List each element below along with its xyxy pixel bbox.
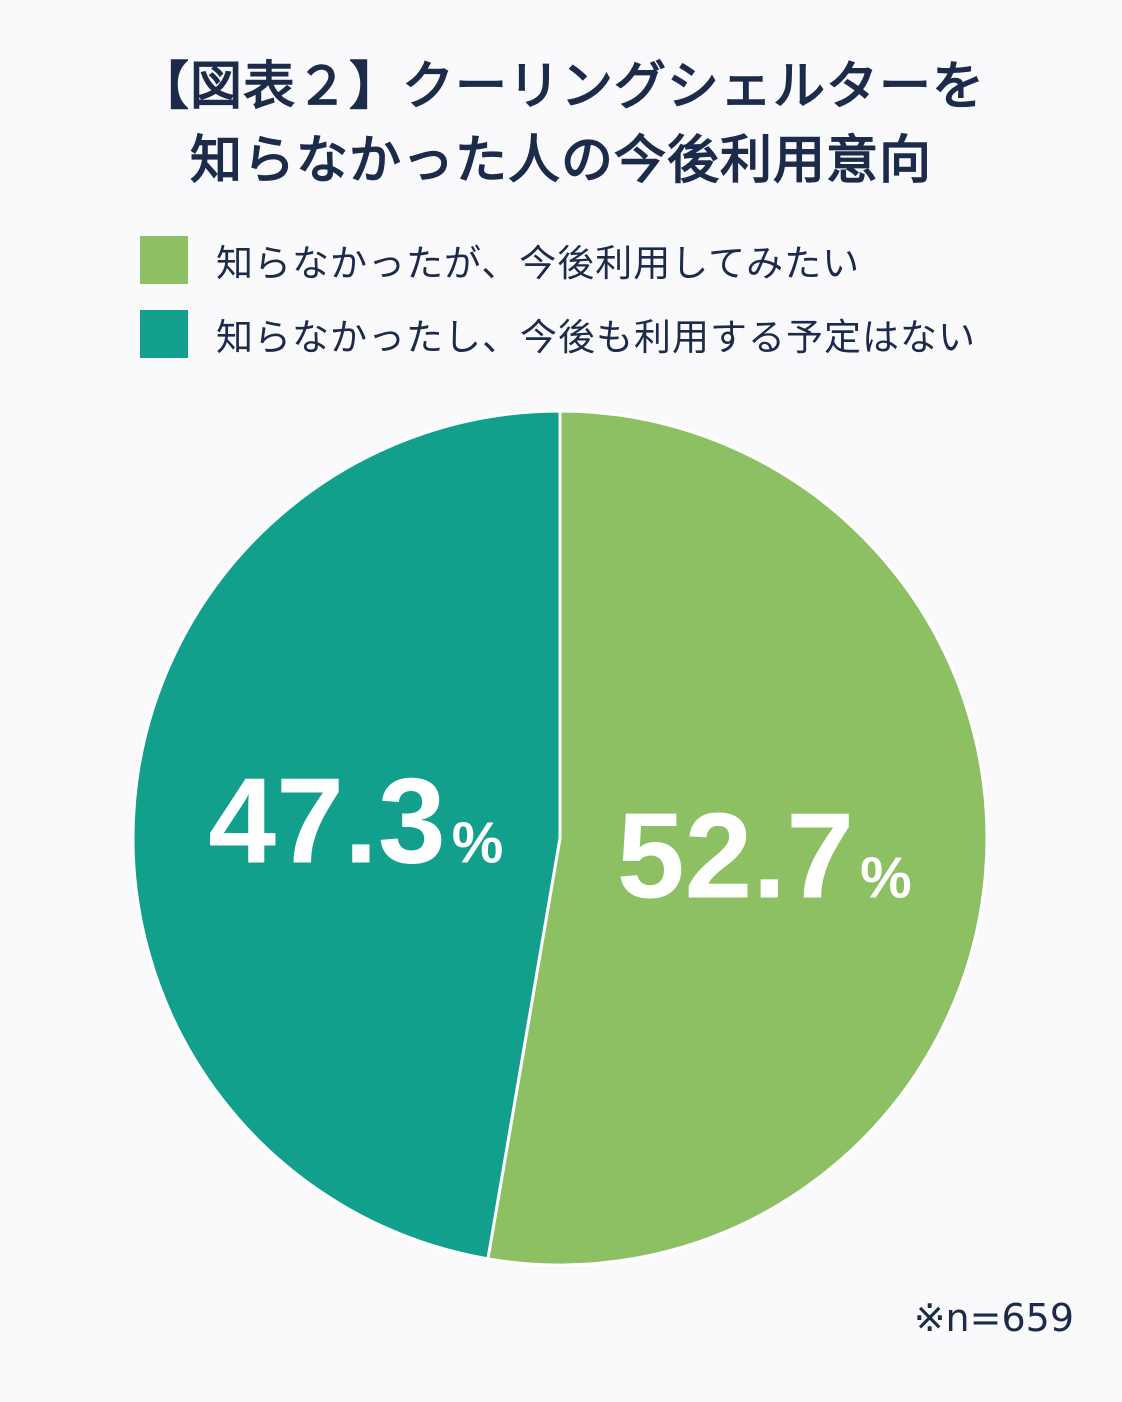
pie-slice-use bbox=[486, 409, 989, 1267]
legend-swatch-use bbox=[140, 236, 188, 284]
pie-label-no-use-unit: % bbox=[452, 811, 504, 876]
sample-size-note: ※n=659 bbox=[913, 1296, 1074, 1340]
legend-swatch-no-use bbox=[140, 310, 188, 358]
chart-title: 【図表２】クーリングシェルターを 知らなかった人の今後利用意向 bbox=[0, 50, 1122, 198]
pie-label-no-use-value: 47.3 bbox=[208, 753, 445, 889]
pie-label-no-use: 47.3% bbox=[208, 753, 503, 889]
chart-title-line-1: 【図表２】クーリングシェルターを bbox=[136, 57, 985, 117]
pie-label-use: 52.7% bbox=[617, 787, 912, 923]
chart-title-line-2: 知らなかった人の今後利用意向 bbox=[189, 131, 932, 191]
pie-label-use-unit: % bbox=[860, 845, 912, 910]
legend-label-no-use: 知らなかったし、今後も利用する予定はない bbox=[216, 316, 976, 359]
pie-label-use-value: 52.7 bbox=[617, 787, 854, 923]
legend-item-use: 知らなかったが、今後利用してみたい bbox=[140, 236, 976, 285]
legend: 知らなかったが、今後利用してみたい 知らなかったし、今後も利用する予定はない bbox=[140, 236, 976, 384]
legend-item-no-use: 知らなかったし、今後も利用する予定はない bbox=[140, 310, 976, 359]
pie-slice-no-use bbox=[131, 409, 562, 1261]
legend-label-use: 知らなかったが、今後利用してみたい bbox=[216, 242, 861, 285]
